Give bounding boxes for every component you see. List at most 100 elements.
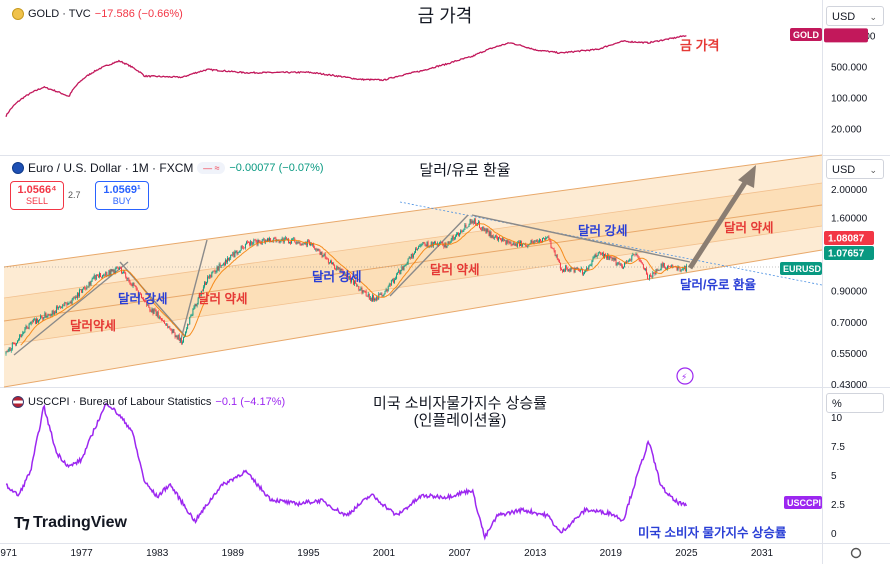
candle-body: [105, 271, 107, 276]
candle-body: [243, 247, 245, 249]
candle-body: [487, 229, 489, 232]
candle-body: [526, 246, 528, 247]
candle-body: [622, 266, 624, 269]
channel-mid-line: [3, 204, 823, 322]
moving-average-line[interactable]: [20, 223, 687, 346]
candle-body: [522, 243, 524, 246]
cpi-line[interactable]: [5, 402, 688, 541]
currency-selector[interactable]: USD ⌄: [826, 159, 884, 179]
price-tag-red-bg: [824, 231, 874, 245]
candle-body: [81, 289, 83, 293]
candle-body: [641, 262, 643, 265]
candle-body: [510, 242, 512, 245]
candle-body: [60, 306, 62, 308]
eurusd-candles[interactable]: [5, 217, 687, 356]
candle-body: [675, 266, 677, 268]
candle-body: [172, 329, 174, 333]
currency-selector[interactable]: USD ⌄: [826, 6, 884, 26]
candle-body: [288, 238, 289, 243]
eurusd-axis-tick: 0.55000: [831, 349, 868, 360]
candle-body: [515, 244, 517, 247]
candle-body: [136, 289, 138, 291]
lightning-icon[interactable]: [676, 367, 694, 385]
candle-body: [362, 290, 364, 293]
candle-body: [542, 238, 543, 242]
indicator-toggle-icon[interactable]: — ≈: [197, 162, 226, 174]
candle-body: [409, 257, 411, 259]
candle-body: [173, 329, 175, 333]
candle-body: [276, 240, 278, 242]
candle-body: [93, 275, 95, 278]
candle-body: [120, 267, 121, 269]
candle-body: [109, 270, 111, 275]
unit-selector[interactable]: %: [826, 393, 884, 413]
candle-body: [557, 259, 559, 261]
candle-body: [25, 326, 27, 329]
candle-body: [387, 286, 389, 292]
candle-body: [7, 350, 9, 353]
gold-legend[interactable]: GOLD · TVC −17.586 (−0.66%): [12, 8, 183, 20]
candle-body: [603, 252, 604, 258]
gold-price-line[interactable]: [5, 35, 687, 118]
sell-button[interactable]: 1.0566⁴ SELL: [10, 181, 64, 210]
trend-arrows[interactable]: [13, 214, 691, 356]
candle-body: [671, 265, 673, 267]
candle-body: [680, 269, 682, 272]
candle-body: [595, 254, 597, 257]
candle-body: [382, 295, 384, 296]
candle-body: [499, 237, 500, 239]
candle-body: [496, 237, 498, 241]
candle-body: [636, 253, 638, 257]
candle-body: [320, 252, 322, 255]
candle-body: [167, 324, 169, 328]
trend-arrow: [179, 239, 208, 344]
candle-body: [625, 262, 626, 264]
lightning-glyph: ⚡: [681, 372, 687, 382]
candle-body: [659, 269, 661, 271]
candle-body: [127, 278, 129, 280]
big-forecast-arrow[interactable]: [687, 176, 751, 270]
gold-axis-tick: 500.000: [831, 62, 868, 73]
candle-body: [212, 270, 214, 273]
candle-body: [314, 247, 316, 250]
candle-body: [355, 280, 357, 284]
candle-body: [570, 267, 572, 272]
buy-button[interactable]: 1.0569¹ BUY: [95, 181, 149, 210]
candle-body: [386, 289, 388, 292]
candle-body: [48, 314, 50, 316]
candle-body: [550, 240, 552, 248]
candle-body: [75, 297, 77, 298]
candle-body: [465, 224, 467, 228]
candle-body: [640, 261, 642, 263]
candle-body: [470, 219, 472, 224]
candle-body: [530, 240, 532, 244]
tradingview-logo[interactable]: T⁊ TradingView: [14, 513, 127, 533]
eurusd-legend[interactable]: Euro / U.S. Dollar · 1M · FXCM — ≈ −0.00…: [12, 161, 324, 175]
candle-body: [286, 238, 288, 240]
candle-body: [658, 270, 660, 271]
candle-body: [18, 339, 20, 341]
candle-body: [451, 236, 453, 240]
candle-body: [278, 240, 280, 243]
candle-body: [344, 274, 346, 276]
candle-body: [194, 304, 196, 307]
gold-symbol-tag-bg: [790, 28, 822, 41]
candle-body: [102, 275, 104, 278]
candle-body: [425, 245, 427, 247]
candle-body: [110, 269, 112, 275]
candle-body: [405, 264, 407, 266]
candle-body: [381, 293, 383, 296]
candle-body: [547, 236, 549, 238]
cpi-legend[interactable]: USCCPI · Bureau of Labour Statistics −0.…: [12, 396, 285, 408]
candle-body: [489, 231, 491, 237]
gear-icon[interactable]: [850, 547, 862, 559]
candle-body: [632, 254, 634, 257]
candle-body: [80, 289, 81, 291]
candle-body: [34, 319, 36, 324]
currency-label: USD: [832, 11, 856, 23]
candle-body: [207, 276, 209, 282]
candle-body: [156, 311, 158, 316]
candle-body: [647, 274, 648, 279]
candle-body: [498, 237, 499, 241]
